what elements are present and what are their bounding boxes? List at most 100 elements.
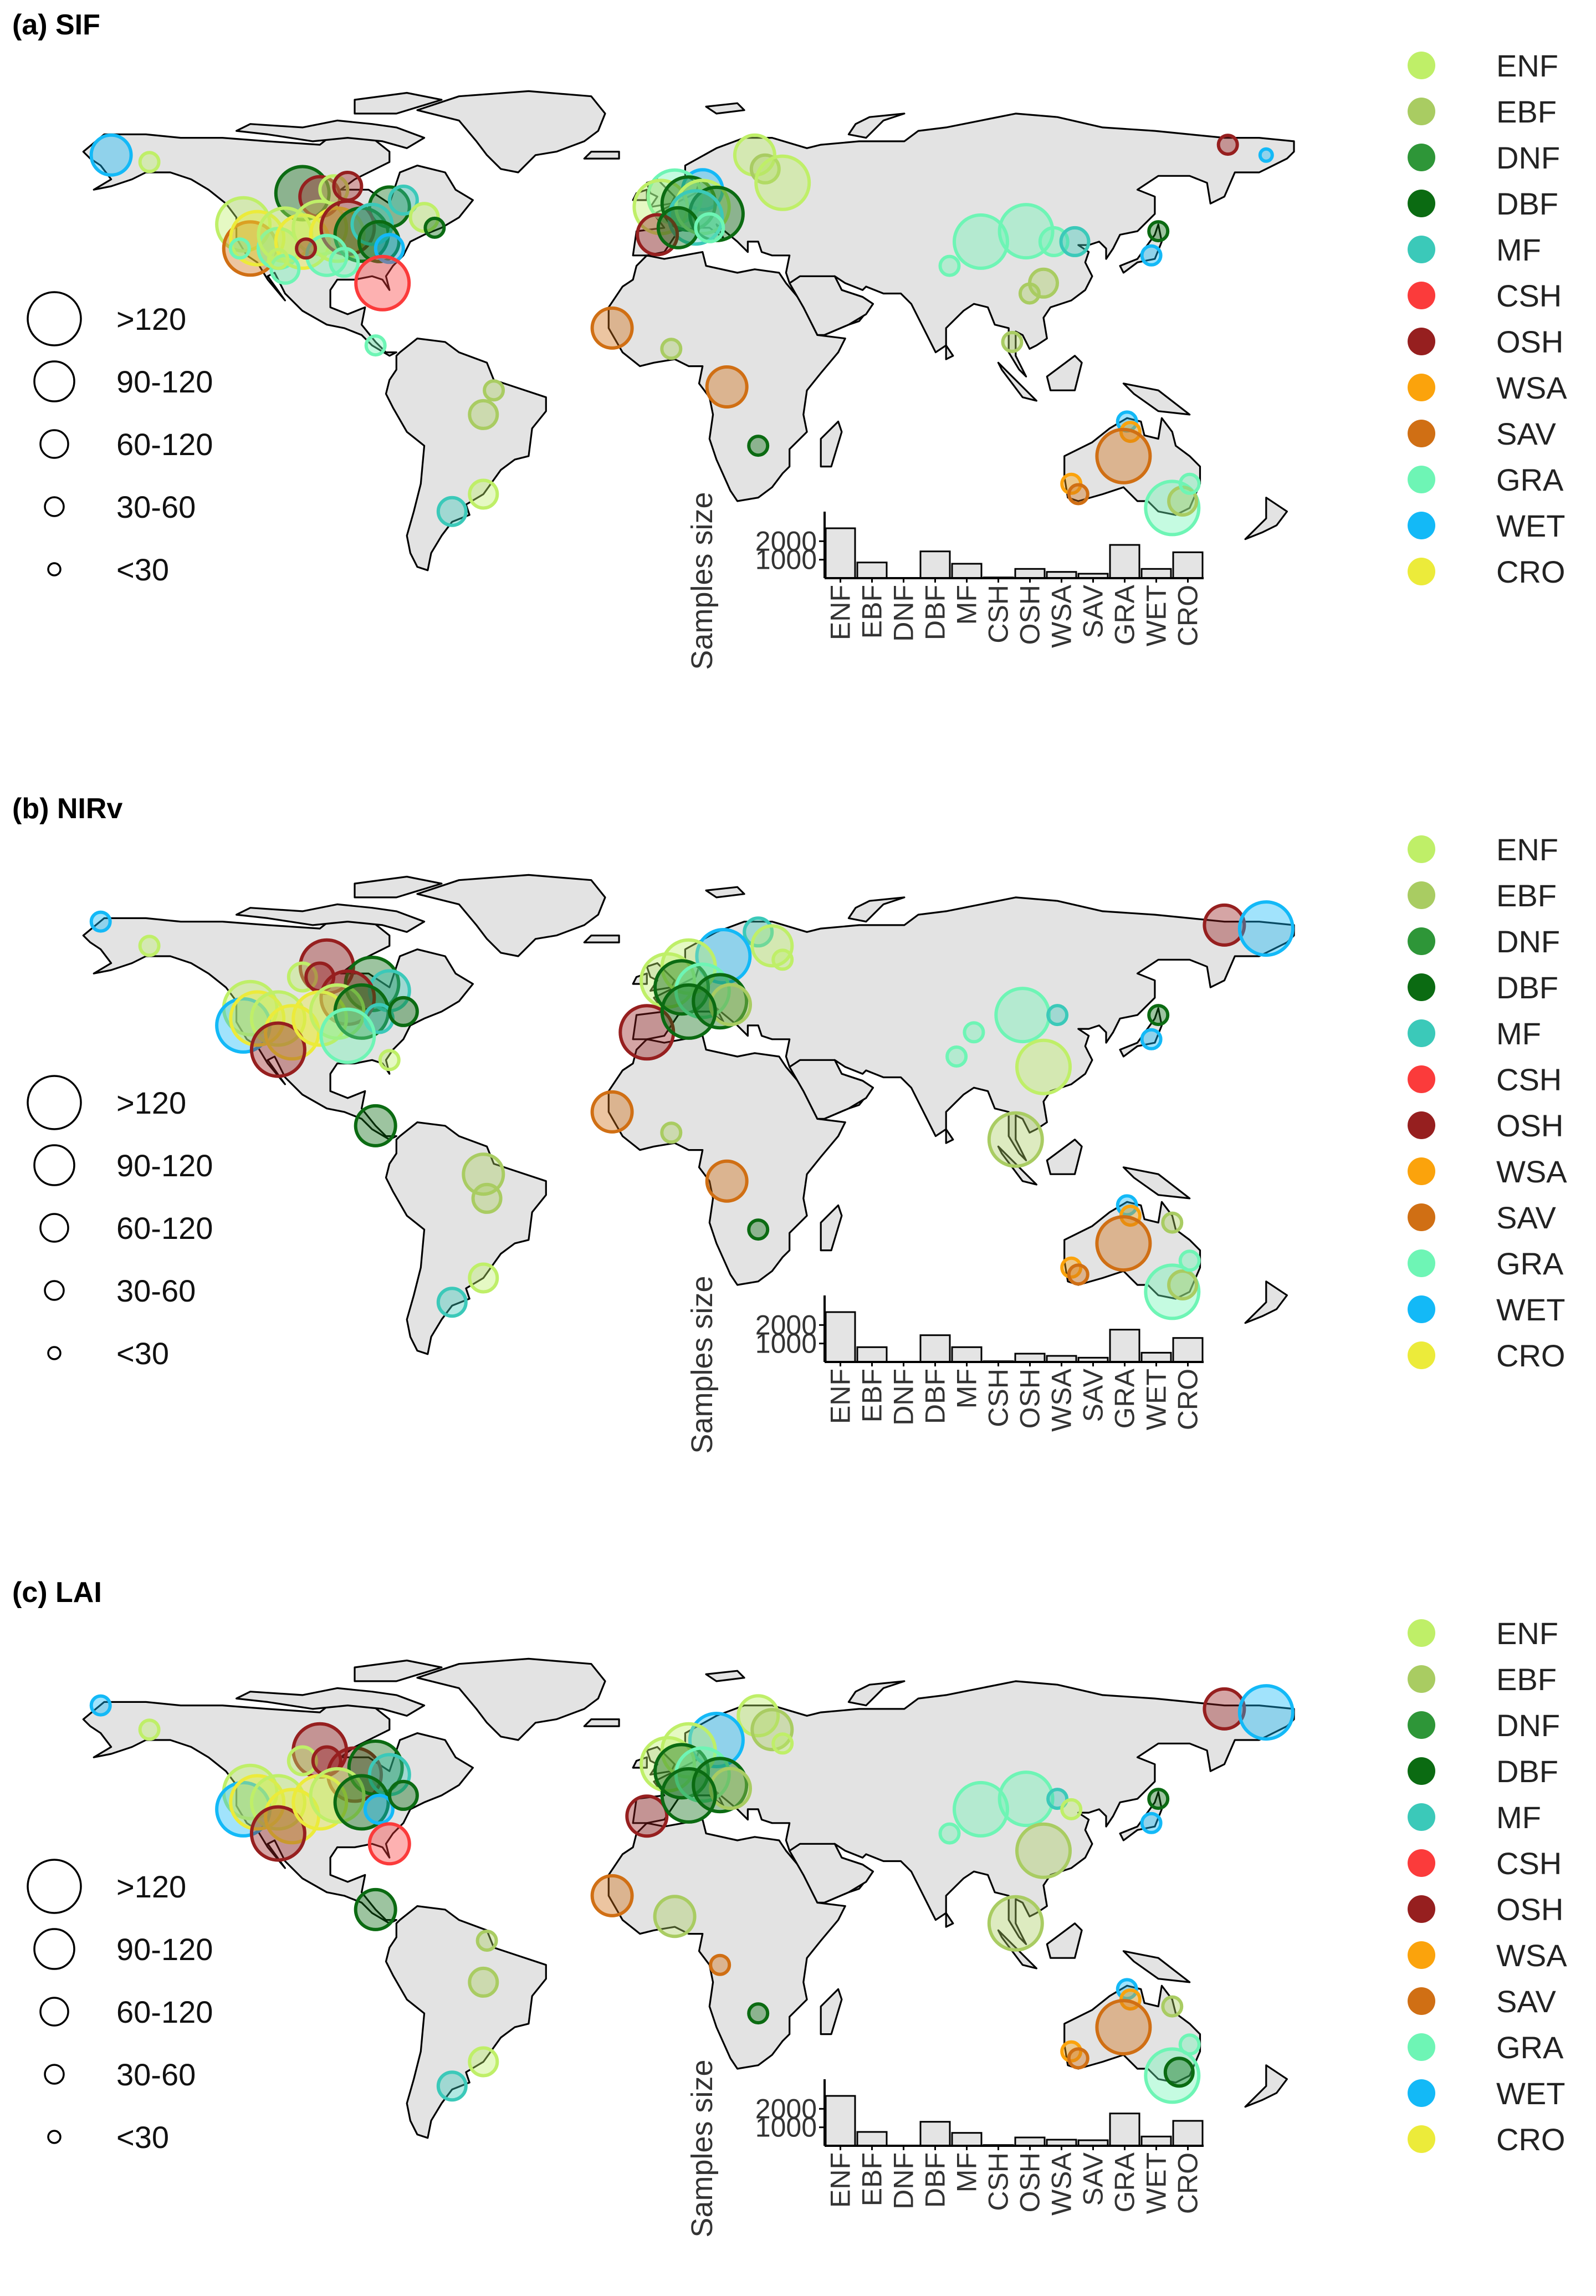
site-marker-dbf: [747, 2002, 770, 2025]
inset-x-tick-label: MF: [952, 1369, 983, 1409]
site-marker-ebf: [468, 1966, 499, 1998]
legend-label-cro: CRO: [1496, 1338, 1565, 1373]
site-marker-wet: [1140, 244, 1163, 267]
legend-swatch-gra: [1408, 2033, 1435, 2061]
site-marker-sav: [1095, 1215, 1152, 1272]
inset-y-axis-label: Samples size: [686, 492, 719, 670]
class-legend: ENF EBF DNF DBF MF CSH OSH WSA SAV GRA WET CRO: [1408, 832, 1567, 1373]
inset-x-tick-label: WET: [1141, 1369, 1172, 1430]
land-sri-lanka: [945, 1912, 954, 1928]
site-marker-gra: [1178, 2033, 1201, 2056]
inset-x-tick-label: SAV: [1078, 584, 1109, 638]
legend-swatch-wsa: [1408, 1941, 1435, 1969]
size-legend-label: <30: [116, 1336, 169, 1371]
site-marker-dbf: [1147, 1004, 1170, 1027]
land-new-guinea: [1122, 1950, 1191, 1983]
legend-label-sav: SAV: [1496, 1200, 1557, 1235]
size-legend-label: >120: [116, 1869, 186, 1904]
site-marker-wet: [1237, 1684, 1295, 1741]
site-marker-enf: [468, 2046, 499, 2078]
inset-bar-enf: [825, 2095, 856, 2147]
legend-label-ebf: EBF: [1496, 1662, 1557, 1697]
size-legend-label: 30-60: [116, 2057, 196, 2092]
legend-swatch-dnf: [1408, 144, 1435, 171]
inset-bar-wet: [1140, 2135, 1172, 2147]
site-marker-gra: [305, 233, 349, 277]
inset-bar-ebf: [856, 562, 888, 579]
inset-bar-dbf: [919, 550, 951, 579]
site-marker-dbf: [387, 996, 419, 1027]
inset-x-tick-label: WET: [1141, 2152, 1172, 2214]
panel-1: (a) SIF>12090-12060-12030-60<30ENFEBFDNF…: [12, 9, 1567, 670]
site-marker-sav: [590, 1874, 634, 1917]
legend-swatch-sav: [1408, 1987, 1435, 2015]
legend-label-enf: ENF: [1496, 48, 1558, 83]
panel-title: (a) SIF: [12, 9, 100, 41]
legend-label-dnf: DNF: [1496, 140, 1560, 175]
site-marker-gra: [1038, 226, 1070, 257]
inset-bar-mf: [951, 563, 983, 579]
site-marker-cro: [229, 1774, 286, 1831]
legend-label-gra: GRA: [1496, 462, 1564, 497]
site-marker-osh: [1216, 134, 1239, 156]
site-marker-sav: [1095, 427, 1152, 484]
land-sri-lanka: [945, 1128, 954, 1144]
land-borneo: [1046, 1139, 1083, 1175]
site-marker-gra: [269, 253, 301, 285]
legend-swatch-gra: [1408, 466, 1435, 493]
site-marker-wet: [89, 1694, 112, 1717]
legend-label-wet: WET: [1496, 508, 1565, 543]
inset-x-tick-label: OSH: [1015, 2152, 1046, 2212]
inset-x-tick-label: CRO: [1173, 1369, 1204, 1430]
legend-swatch-sav: [1408, 420, 1435, 447]
inset-y-axis-label: Samples size: [686, 1275, 719, 1453]
size-legend-label: >120: [116, 1085, 186, 1120]
size-legend-label: 30-60: [116, 489, 196, 524]
inset-bar-dbf: [919, 2121, 951, 2147]
inset-x-tick-label: WSA: [1046, 2152, 1077, 2216]
inset-x-tick-label: SAV: [1078, 2152, 1109, 2206]
legend-swatch-enf: [1408, 1619, 1435, 1647]
site-marker-gra: [1178, 1249, 1201, 1272]
site-marker-enf: [468, 1262, 499, 1294]
site-marker-enf: [754, 154, 811, 211]
size-legend-label: 60-120: [116, 1211, 213, 1246]
inset-x-tick-label: GRA: [1109, 584, 1140, 645]
legend-swatch-enf: [1408, 52, 1435, 79]
site-marker-ebf: [709, 1767, 752, 1810]
land-sri-lanka: [945, 344, 954, 360]
site-marker-sav: [1095, 1999, 1152, 2056]
inset-x-tick-label: MF: [952, 585, 983, 625]
site-marker-dbf: [387, 1779, 419, 1811]
site-marker-ebf: [475, 1930, 498, 1952]
size-legend-label: <30: [116, 2120, 169, 2155]
site-marker-gra: [953, 213, 1009, 270]
site-layer: [89, 1684, 1295, 2104]
inset-bar-cro: [1172, 2120, 1204, 2147]
inset-bar-ebf: [856, 2131, 888, 2147]
legend-label-dbf: DBF: [1496, 186, 1558, 221]
site-marker-ebf: [1161, 1211, 1184, 1234]
size-legend-circle: [44, 496, 65, 517]
legend-label-osh: OSH: [1496, 324, 1563, 359]
site-marker-dbf: [333, 1774, 390, 1831]
class-legend: ENF EBF DNF DBF MF CSH OSH WSA SAV GRA WET CRO: [1408, 1616, 1567, 2157]
legend-swatch-osh: [1408, 328, 1435, 355]
inset-x-tick-label: WSA: [1046, 584, 1077, 648]
site-marker-enf: [771, 1732, 794, 1755]
size-legend-circle: [33, 1928, 75, 1970]
site-marker-enf: [138, 1718, 161, 1741]
site-marker-gra: [364, 334, 387, 357]
site-marker-ebf: [987, 1895, 1044, 1952]
size-legend-circle: [27, 291, 82, 346]
site-marker-ebf: [483, 379, 505, 402]
site-marker-enf: [771, 948, 794, 971]
legend-swatch-mf: [1408, 1803, 1435, 1831]
inset-x-tick-label: DNF: [888, 585, 919, 642]
inset-y-tick-label: 2000: [755, 1309, 817, 1340]
inset-y-tick-label: 2000: [755, 2093, 817, 2124]
site-marker-mf: [436, 1287, 468, 1318]
site-layer: [89, 133, 1274, 537]
legend-swatch-wet: [1408, 2079, 1435, 2107]
inset-bar-osh: [1014, 2136, 1046, 2147]
